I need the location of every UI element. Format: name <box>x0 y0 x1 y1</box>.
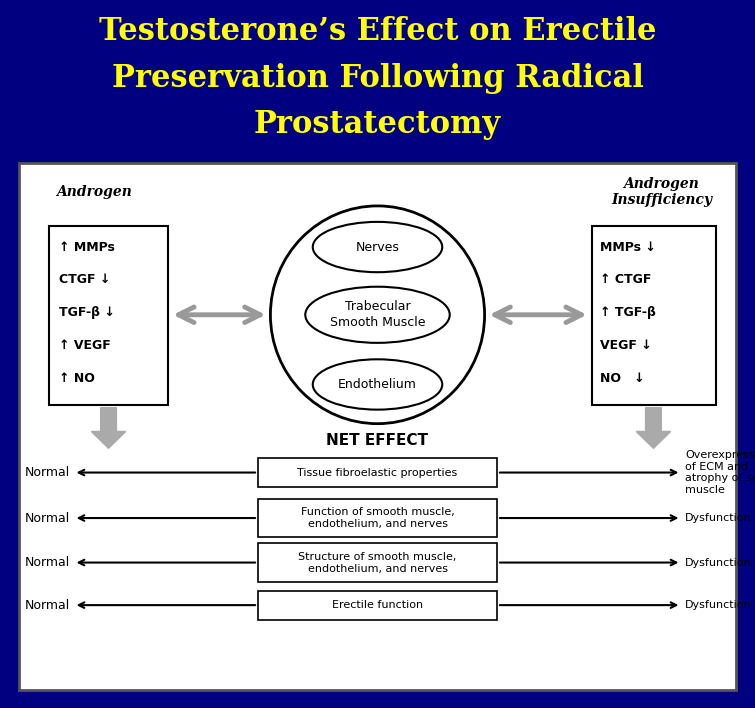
Text: Androgen
Insufficiency: Androgen Insufficiency <box>611 177 712 207</box>
Text: NET EFFECT: NET EFFECT <box>326 433 429 448</box>
Text: Tissue fibroelastic properties: Tissue fibroelastic properties <box>297 467 458 477</box>
FancyArrow shape <box>91 408 126 448</box>
Text: ↑ MMPs: ↑ MMPs <box>59 241 115 253</box>
Text: ↑ TGF-β: ↑ TGF-β <box>599 307 655 319</box>
FancyBboxPatch shape <box>592 226 716 405</box>
FancyBboxPatch shape <box>49 226 168 405</box>
Text: Normal: Normal <box>24 466 69 479</box>
Text: Androgen: Androgen <box>56 185 131 199</box>
Ellipse shape <box>313 359 442 410</box>
Ellipse shape <box>270 206 485 423</box>
Text: Erectile function: Erectile function <box>332 600 423 610</box>
FancyBboxPatch shape <box>258 458 497 487</box>
FancyBboxPatch shape <box>258 498 497 537</box>
Ellipse shape <box>305 287 450 343</box>
Text: Structure of smooth muscle,
endothelium, and nerves: Structure of smooth muscle, endothelium,… <box>298 552 457 573</box>
Text: Preservation Following Radical: Preservation Following Radical <box>112 63 643 94</box>
Text: Prostatectomy: Prostatectomy <box>254 109 501 140</box>
Text: Trabecular
Smooth Muscle: Trabecular Smooth Muscle <box>330 300 425 329</box>
Text: Function of smooth muscle,
endothelium, and nerves: Function of smooth muscle, endothelium, … <box>300 507 455 529</box>
Text: NO   ↓: NO ↓ <box>599 372 644 385</box>
Text: ↑ NO: ↑ NO <box>59 372 94 385</box>
Text: MMPs ↓: MMPs ↓ <box>599 241 655 253</box>
FancyBboxPatch shape <box>258 543 497 582</box>
Text: CTGF ↓: CTGF ↓ <box>59 273 110 287</box>
Text: Endothelium: Endothelium <box>338 378 417 391</box>
Text: TGF-β ↓: TGF-β ↓ <box>59 307 115 319</box>
Text: ↑ VEGF: ↑ VEGF <box>59 339 110 353</box>
Text: Normal: Normal <box>24 599 69 612</box>
Text: Dysfunction: Dysfunction <box>686 600 752 610</box>
Text: VEGF ↓: VEGF ↓ <box>599 339 652 353</box>
Text: ↑ CTGF: ↑ CTGF <box>599 273 651 287</box>
Text: Dysfunction: Dysfunction <box>686 513 752 523</box>
FancyArrow shape <box>636 408 670 448</box>
Text: Normal: Normal <box>24 511 69 525</box>
FancyBboxPatch shape <box>19 163 736 690</box>
Text: Testosterone’s Effect on Erectile: Testosterone’s Effect on Erectile <box>99 16 656 47</box>
Text: Normal: Normal <box>24 556 69 569</box>
Text: Dysfunction: Dysfunction <box>686 557 752 568</box>
Text: Overexpression
of ECM and
atrophy of smooth
muscle: Overexpression of ECM and atrophy of smo… <box>686 450 755 495</box>
Text: Nerves: Nerves <box>356 241 399 253</box>
Ellipse shape <box>313 222 442 272</box>
FancyBboxPatch shape <box>258 590 497 620</box>
